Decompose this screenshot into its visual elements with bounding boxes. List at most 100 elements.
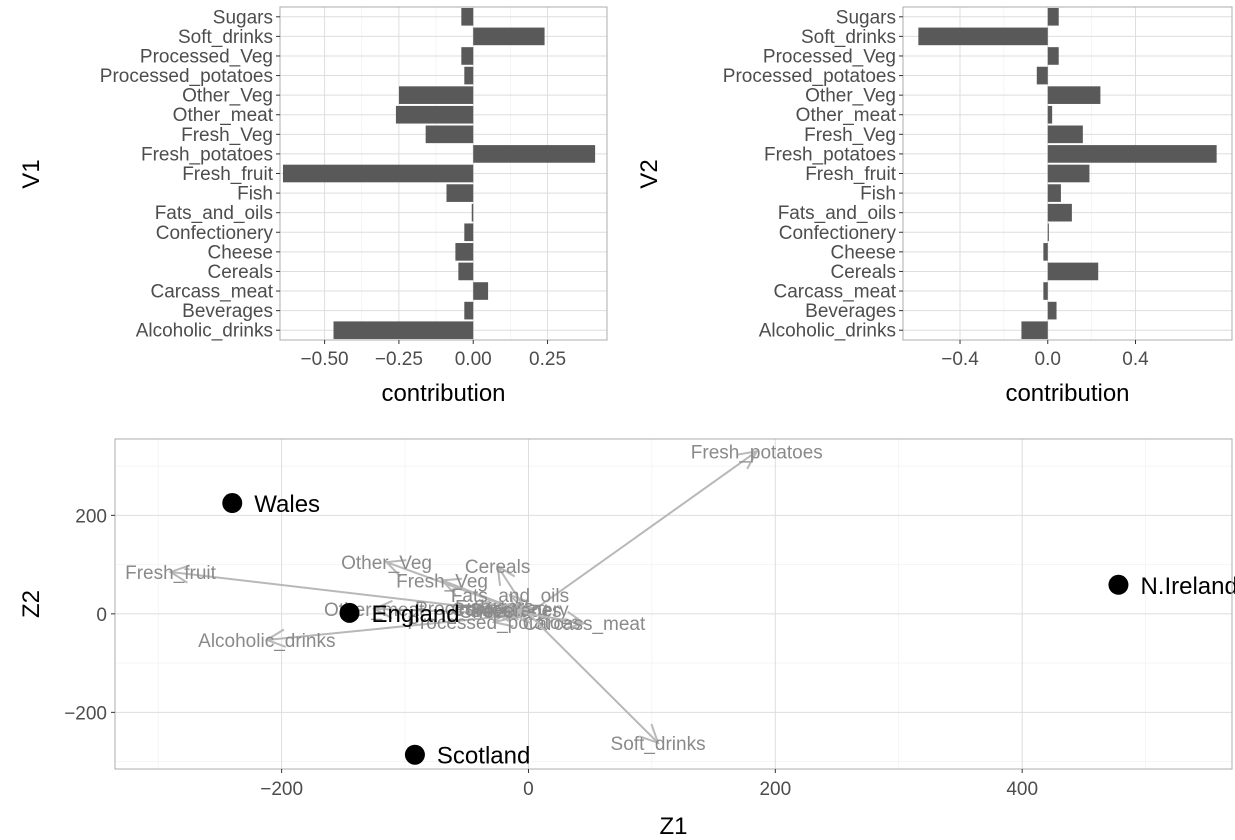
bar-chart-v2: SugarsSoft_drinksProcessed_VegProcessed_…: [636, 6, 1233, 407]
bar-processed-veg: [461, 47, 474, 65]
loading-label: Alcoholic_drinks: [198, 631, 335, 652]
category-label: Fish: [237, 184, 273, 205]
arrow-head: [564, 610, 587, 630]
biplot-chart: Fresh_potatoes Fresh_fruit Alcoholic_drink…: [18, 438, 1235, 840]
loading-arrow-beverages: Beverages: [471, 601, 562, 625]
category-label: Confectionery: [779, 223, 897, 244]
y-tick-label: −200: [64, 703, 107, 724]
arrow-shaft: [528, 612, 585, 625]
arrow-head: [736, 449, 759, 470]
arrow-head: [638, 723, 660, 745]
category-label: Fresh_Veg: [804, 125, 896, 146]
bar-carcass-meat: [1043, 282, 1048, 300]
arrow-head: [264, 628, 286, 648]
bar-other-meat: [395, 105, 474, 124]
category-label: Confectionery: [156, 223, 274, 244]
arrow-head: [168, 564, 190, 584]
category-label: Processed_Veg: [140, 46, 273, 67]
country-point: [1108, 574, 1129, 595]
category-label: Sugars: [836, 7, 896, 28]
loading-label: Other_Veg: [341, 553, 432, 574]
category-label: Other_meat: [173, 105, 274, 126]
category-label: Processed_potatoes: [723, 66, 896, 87]
x-tick-label: 0: [523, 779, 534, 800]
x-tick-label: −0.50: [301, 349, 349, 370]
loading-label: Cheese: [459, 602, 525, 623]
bar-confectionery: [464, 223, 474, 242]
country-point: [339, 602, 360, 623]
loading-label: Soft_drinks: [611, 734, 706, 755]
arrow-head: [439, 577, 463, 596]
loading-label: Beverages: [471, 601, 562, 622]
country-point: [222, 493, 243, 514]
bar-sugars: [461, 7, 474, 26]
x-axis-title: contribution: [1005, 380, 1129, 407]
category-label: Fish: [860, 184, 896, 205]
bar-other-veg: [398, 86, 474, 104]
category-label: Soft_drinks: [178, 27, 273, 48]
arrow-head: [489, 602, 511, 622]
category-label: Beverages: [182, 301, 273, 322]
bar-soft-drinks: [473, 27, 545, 46]
bar-cheese: [455, 243, 474, 261]
bar-fish: [446, 184, 474, 202]
x-tick-label: −0.4: [941, 349, 979, 370]
arrow-shaft: [527, 450, 758, 615]
category-label: Sugars: [213, 7, 273, 28]
country-wales: Wales: [222, 491, 320, 518]
bar-fresh-fruit: [282, 164, 474, 183]
country-label: England: [372, 601, 460, 628]
bar-cheese: [1043, 243, 1048, 261]
category-label: Processed_potatoes: [100, 66, 273, 87]
y-tick-label: 200: [75, 506, 107, 527]
bar-other-veg: [1047, 86, 1101, 104]
category-label: Other_meat: [796, 105, 897, 126]
x-tick-label: 0.0: [1035, 349, 1061, 370]
arrow-head: [496, 564, 516, 587]
loading-label: Fresh_Veg: [396, 571, 488, 592]
bar-beverages: [1047, 301, 1057, 320]
loading-label: Fats_and_oils: [451, 586, 569, 607]
arrow-shaft: [527, 613, 659, 744]
country-point: [404, 744, 425, 765]
x-tick-label: 0.00: [455, 349, 492, 370]
loading-arrow-fresh-fruit: Fresh_fruit: [125, 563, 529, 615]
loading-label: Processed_potatoes: [407, 613, 580, 634]
bar-alcoholic-drinks: [333, 321, 474, 340]
bar-carcass-meat: [473, 282, 489, 300]
bar-fresh-veg: [1047, 125, 1083, 144]
x-tick-label: 200: [759, 779, 791, 800]
bar-fresh-fruit: [1047, 164, 1090, 183]
loading-label: Fresh_fruit: [125, 563, 217, 584]
country-england: England: [339, 601, 460, 628]
country-label: Wales: [254, 491, 320, 518]
category-label: Carcass_meat: [151, 282, 274, 303]
arrow-head: [470, 599, 493, 619]
panel-background: [115, 439, 1232, 769]
bar-fresh-potatoes: [1047, 145, 1217, 163]
x-tick-label: 0.4: [1122, 349, 1149, 370]
x-tick-label: 400: [1006, 779, 1038, 800]
category-label: Fresh_Veg: [181, 125, 273, 146]
x-tick-label: 0.25: [529, 349, 566, 370]
bar-processed-potatoes: [1036, 66, 1048, 85]
category-label: Other_Veg: [805, 86, 896, 107]
panel-border: [114, 438, 1233, 770]
bar-sugars: [1047, 7, 1059, 26]
bar-fresh-veg: [425, 125, 474, 144]
category-label: Fats_and_oils: [778, 203, 896, 224]
category-label: Cereals: [831, 262, 896, 283]
arrow-shaft: [491, 609, 529, 615]
bar-cereals: [1047, 262, 1099, 281]
category-label: Cereals: [208, 262, 273, 283]
x-axis-title: Z1: [659, 813, 687, 840]
category-label: Fresh_potatoes: [141, 144, 273, 165]
category-label: Other_Veg: [182, 86, 273, 107]
y-tick-label: 0: [96, 605, 107, 626]
y-axis-title: V2: [636, 159, 663, 188]
bar-processed-veg: [1047, 47, 1059, 65]
category-label: Fresh_fruit: [182, 164, 274, 185]
country-n-ireland: N.Ireland: [1108, 573, 1235, 600]
arrow-shaft: [374, 607, 529, 615]
